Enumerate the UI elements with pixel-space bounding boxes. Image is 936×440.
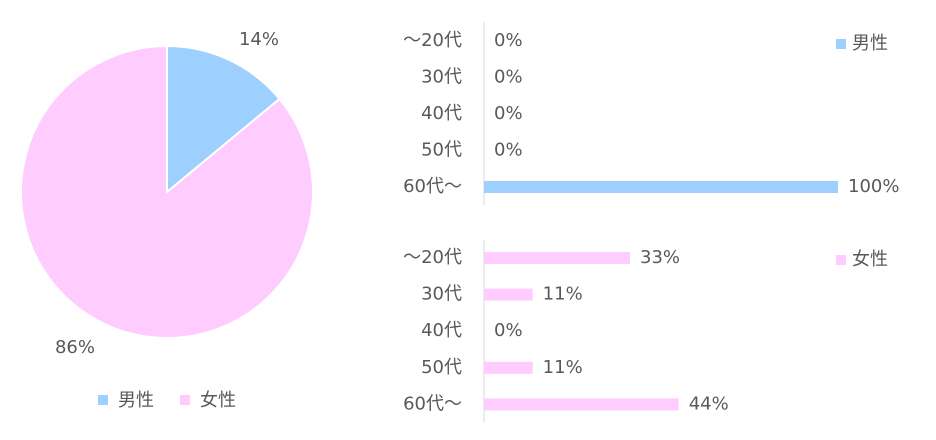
bar xyxy=(484,181,838,193)
y-tick-label: 60代～ xyxy=(403,393,462,414)
pie-slice xyxy=(166,44,281,195)
bar xyxy=(484,252,631,264)
legend-label: 女性 xyxy=(852,249,888,270)
data-label: 33% xyxy=(640,247,680,268)
legend-swatch xyxy=(836,39,846,49)
data-label: 0% xyxy=(494,140,523,161)
legend-label: 女性 xyxy=(200,390,236,411)
data-label: 44% xyxy=(689,393,729,414)
y-tick-label: ～20代 xyxy=(403,247,462,268)
y-tick-label: 50代 xyxy=(421,357,462,378)
y-tick-label: 30代 xyxy=(421,284,462,305)
y-tick-label: 60代～ xyxy=(403,176,462,197)
bar xyxy=(484,361,533,374)
data-label: 100% xyxy=(848,176,899,197)
data-label: 0% xyxy=(494,103,523,124)
legend-swatch xyxy=(180,395,190,405)
data-label: 0% xyxy=(494,67,523,88)
y-tick-label: 30代 xyxy=(421,67,462,88)
data-label: 11% xyxy=(543,357,583,378)
y-tick-label: ～20代 xyxy=(403,30,462,51)
y-tick-label: 40代 xyxy=(421,103,462,124)
data-label: 86% xyxy=(55,337,95,358)
data-label: 0% xyxy=(494,320,523,341)
y-tick-label: 40代 xyxy=(421,320,462,341)
legend-swatch xyxy=(836,255,846,265)
bar xyxy=(484,288,533,301)
y-tick-label: 50代 xyxy=(421,140,462,161)
bar xyxy=(484,398,679,411)
legend-label: 男性 xyxy=(852,33,888,54)
legend-label: 男性 xyxy=(118,390,154,411)
data-label: 14% xyxy=(239,29,279,50)
data-label: 0% xyxy=(494,30,523,51)
data-label: 11% xyxy=(543,284,583,305)
pie-slice xyxy=(20,44,314,339)
legend-swatch xyxy=(98,395,108,405)
